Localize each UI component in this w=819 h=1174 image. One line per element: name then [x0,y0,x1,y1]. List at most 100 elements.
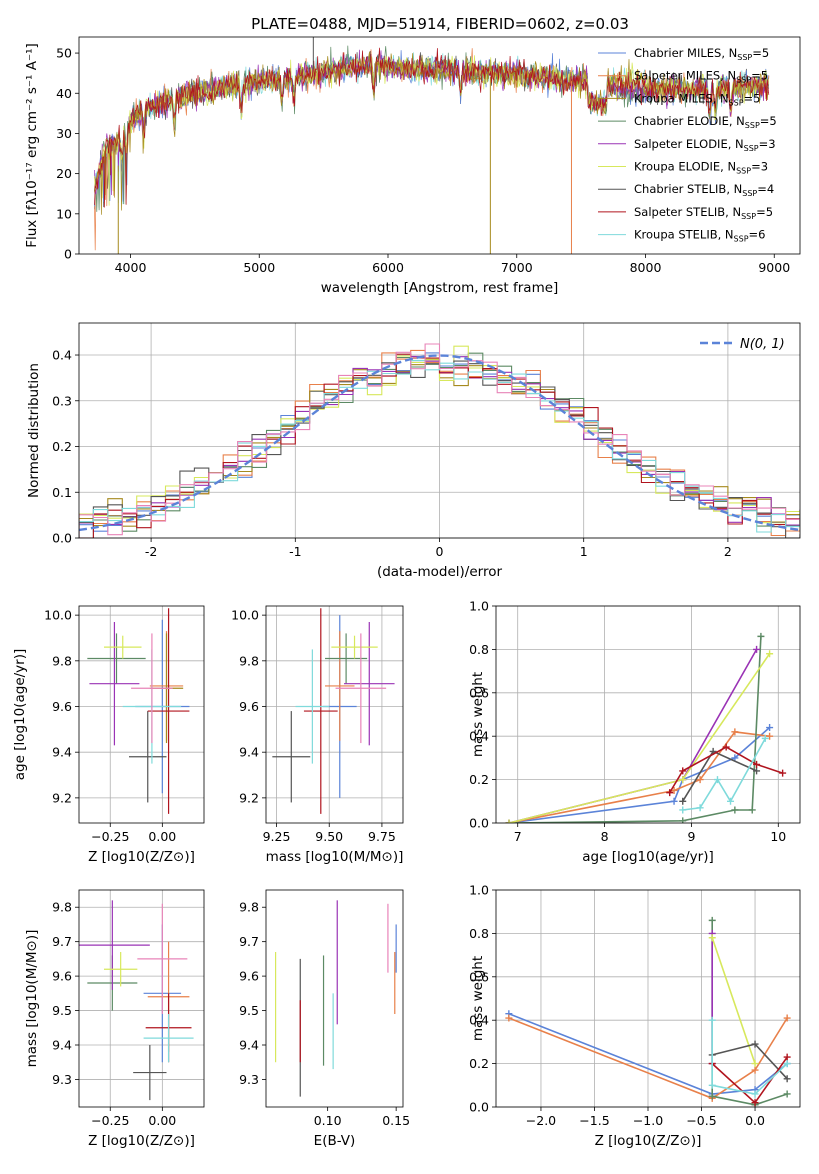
x-tick-label: −0.5 [686,1113,716,1128]
series-line [711,1020,788,1095]
series-line [711,937,756,1064]
data-point [679,797,687,805]
legend-subscript: SSP [744,144,759,153]
data-point [751,1099,759,1107]
data-point [696,804,704,812]
spectrum-lines [94,37,770,254]
y-tick-label: 0.1 [52,485,72,500]
data-point [679,817,687,823]
mass_weight_vs_Z-panel: −2.0 −1.5 −1.0 −0.5 0.0 0.0 0.2 0.4 0.6 0.8 1.0 Z [… [469,883,801,1149]
y-tick-label: 9.2 [239,790,259,805]
x-tick-label: 7 [514,829,522,844]
x-tick-label: −1.5 [579,1113,609,1128]
data-point [708,934,716,942]
x-axis-label: E(B-V) [314,1133,356,1149]
y-tick-label: 30 [56,126,72,141]
age_vs_Z-panel: −0.25 0.00 9.2 9.4 9.6 9.8 10.0 Z [log10(Z/Z⊙)]… [12,605,205,865]
data-point [666,789,674,797]
grid [496,605,800,824]
y-tick-label: 0.4 [52,348,72,363]
legend-value: =5 [760,114,777,128]
axes-frame [78,605,205,824]
legend-value: =3 [759,137,776,151]
histogram-step [79,343,800,538]
data-point [783,1090,791,1098]
data-point [708,1092,716,1100]
legend-value: =5 [756,205,773,219]
y-axis-label: age [log10(age/yr)] [12,649,28,781]
normal-curve [79,354,800,532]
legend-value: =5 [751,69,768,83]
grid [496,889,800,1108]
legend-label: Chabrier MILES, NSSP=5 [634,46,769,62]
y-tick-label: 9.8 [239,653,259,668]
y-tick-label: 9.6 [52,969,72,984]
errorbars [79,900,194,1101]
y-tick-label: 1.0 [469,883,489,898]
x-tick-label: 10 [770,829,786,844]
y-tick-label: 9.4 [52,1038,72,1053]
series-lines [505,916,791,1107]
mass_vs_Z-panel: −0.25 0.00 9.3 9.4 9.5 9.6 9.7 9.8 Z [log10(Z/Z⊙… [24,889,205,1149]
y-tick-label: 0.8 [469,926,489,941]
y-tick-label: 0.6 [469,685,489,700]
legend-subscript: SSP [736,167,751,176]
data-point [679,767,687,775]
y-tick-label: 20 [56,166,72,181]
data-point [713,776,721,784]
data-point [751,1060,759,1068]
x-tick-label: 0 [436,544,444,559]
x-tick-label: 2 [724,544,732,559]
residuals-panel: N(0, 1) -2 -1 0 1 2 0.0 0.1 0.2 0.3 0.4 (data-model… [26,322,801,580]
x-tick-label: 0.15 [382,1113,410,1128]
y-tick-label: 40 [56,86,72,101]
data-point [708,1016,716,1024]
legend-subscript: SSP [736,76,751,85]
x-axis-label: Z [log10(Z/Z⊙)] [595,1133,702,1149]
data-point [731,754,739,762]
axes-frame [78,889,205,1108]
legend-subscript: SSP [741,212,756,221]
x-tick-label: -1 [289,544,301,559]
legend-subscript: SSP [734,235,749,244]
x-tick-label: 9.50 [315,829,343,844]
y-tick-label: 9.2 [52,790,72,805]
x-tick-label: 9000 [758,260,790,275]
data-point [753,645,761,653]
y-tick-label: 0.2 [469,772,489,787]
series-line [508,636,762,823]
axes-frame [495,889,801,1108]
x-axis-label: (data-model)/error [377,564,503,580]
x-tick-label: 1 [580,544,588,559]
y-tick-label: 9.4 [239,745,259,760]
data-point [731,806,739,814]
spectrum-line [94,51,769,215]
y-tick-label: 0.4 [469,729,489,744]
legend-value: =5 [744,91,761,105]
y-tick-label: 9.5 [239,1003,259,1018]
x-tick-label: 0.00 [148,829,176,844]
y-tick-label: 0.6 [469,969,489,984]
y-tick-label: 9.8 [52,653,72,668]
data-point [779,769,787,777]
grid [79,606,204,823]
legend-label: Salpeter ELODIE, NSSP=3 [634,137,776,153]
legend-label: Kroupa ELODIE, NSSP=3 [634,160,768,176]
x-axis-label: wavelength [Angstrom, rest frame] [321,280,559,296]
data-point [505,1014,513,1022]
legend-label: Salpeter STELIB, NSSP=5 [634,205,773,221]
axes-frame [265,889,404,1108]
data-point [761,734,769,742]
x-tick-label: 0.10 [314,1113,342,1128]
grid [79,890,204,1107]
legend-subscript: SSP [742,189,757,198]
y-tick-label: 9.8 [239,900,259,915]
data-point [783,1075,791,1083]
x-tick-label: -2 [145,544,157,559]
data-point [757,632,765,640]
legend-label: N(0, 1) [740,337,785,352]
x-tick-label: 9 [687,829,695,844]
y-tick-label: 10.0 [231,608,259,623]
y-tick-label: 50 [56,46,72,61]
x-tick-label: 8 [601,829,609,844]
